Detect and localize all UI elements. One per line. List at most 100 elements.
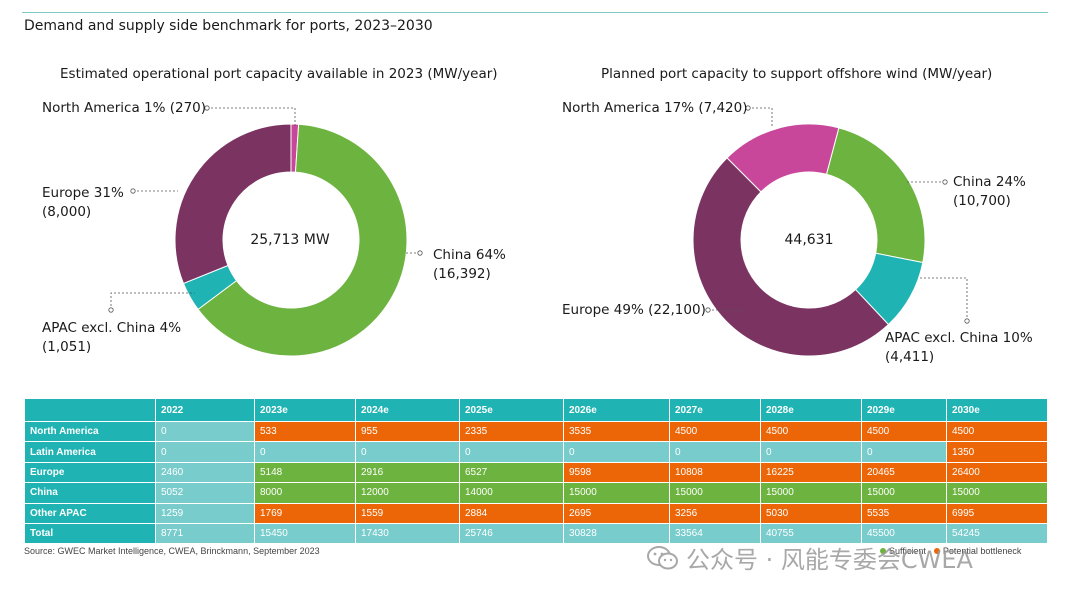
right-label-europe-text: Europe 49% (22,100) — [562, 302, 706, 318]
right-label-north-america-text: North America 17% (7,420) — [562, 100, 748, 116]
table-cell-north-america-2028e: 4500 — [760, 420, 862, 443]
left-label-china: China 64% (16,392) — [433, 246, 506, 284]
right-label-china-pct: China 24% — [953, 174, 1026, 190]
table-row-latin-america: Latin America 0 0 0 0 0 0 0 0 1350 — [24, 441, 1048, 463]
left-donut-slice-china — [197, 123, 408, 357]
right-leader-apac-marker — [964, 318, 970, 324]
table-cell-total-2029e: 45500 — [861, 522, 947, 545]
table-cell-china-2027e: 15000 — [669, 482, 761, 504]
table-header-row: 2022 2023e 2024e 2025e 2026e 2027e 2028e 2029e 2… — [24, 398, 1048, 422]
left-label-north-america-text: North America 1% (270) — [42, 100, 207, 116]
table-cell-china-2029e: 15000 — [861, 482, 947, 504]
right-label-china-value: (10,700) — [953, 193, 1011, 209]
table-cell-china-2030e: 15000 — [946, 482, 1048, 504]
left-label-china-pct: China 64% — [433, 247, 506, 263]
table-cell-latin-america-2025e: 0 — [459, 441, 564, 463]
table-cell-other-apac-2023e: 1769 — [254, 502, 356, 524]
row-label-latin-america: Latin America — [24, 441, 156, 463]
table-cell-europe-2027e: 10808 — [669, 461, 761, 484]
table-cell-north-america-2030e: 4500 — [946, 420, 1048, 443]
table-cell-north-america-2023e: 533 — [254, 420, 356, 443]
table-cell-total-2023e: 15450 — [254, 522, 356, 545]
table-cell-other-apac-2022: 1259 — [155, 502, 255, 524]
table-header-2025e: 2025e — [459, 398, 564, 422]
table-cell-total-2026e: 30828 — [563, 522, 670, 545]
table-cell-china-2024e: 12000 — [355, 482, 460, 504]
right-label-north-america: North America 17% (7,420) — [562, 99, 748, 118]
table-cell-north-america-2027e: 4500 — [669, 420, 761, 443]
status-legend: Sufficient Potential bottleneck — [880, 546, 1021, 556]
table-header-2027e: 2027e — [669, 398, 761, 422]
table-cell-other-apac-2026e: 2695 — [563, 502, 670, 524]
table-header-2022: 2022 — [155, 398, 255, 422]
table-cell-total-2030e: 54245 — [946, 522, 1048, 545]
right-donut-center-label: 44,631 — [784, 232, 834, 248]
left-donut-center-label: 25,713 MW — [250, 232, 330, 248]
table-cell-total-2028e: 40755 — [760, 522, 862, 545]
table-cell-europe-2022: 2460 — [155, 461, 255, 484]
left-leader-china-marker — [417, 250, 423, 256]
table-cell-total-2027e: 33564 — [669, 522, 761, 545]
left-label-china-value: (16,392) — [433, 266, 491, 282]
table-row-china: China 5052 8000 12000 14000 15000 15000 15000 15… — [24, 482, 1048, 504]
table-cell-latin-america-2024e: 0 — [355, 441, 460, 463]
left-label-apac-pct: APAC excl. China 4% — [42, 320, 182, 336]
table-cell-north-america-2026e: 3535 — [563, 420, 670, 443]
table-body: North America 0 533 955 2335 3535 4500 4500 4500… — [24, 420, 1048, 545]
page-title: Demand and supply side benchmark for por… — [24, 18, 433, 34]
right-leader-europe-marker — [705, 307, 711, 313]
left-leader-apac — [110, 292, 195, 310]
table-cell-other-apac-2025e: 2884 — [459, 502, 564, 524]
table-cell-north-america-2025e: 2335 — [459, 420, 564, 443]
table-header-2023e: 2023e — [254, 398, 356, 422]
right-label-apac: APAC excl. China 10% (4,411) — [885, 329, 1033, 367]
legend-swatch-bottleneck — [933, 548, 940, 554]
legend-label-sufficient: Sufficient — [889, 546, 926, 556]
left-label-north-america: North America 1% (270) — [42, 99, 206, 118]
right-leader-north-america — [748, 107, 773, 126]
right-label-apac-pct: APAC excl. China 10% — [885, 330, 1033, 346]
table-cell-latin-america-2029e: 0 — [861, 441, 947, 463]
table-row-other-apac: Other APAC 1259 1769 1559 2884 2695 3256 5030 55… — [24, 502, 1048, 524]
right-donut-slice-china — [825, 127, 926, 264]
table-header-corner — [24, 398, 156, 422]
row-label-china: China — [24, 482, 156, 504]
table-cell-china-2028e: 15000 — [760, 482, 862, 504]
table-row-europe: Europe 2460 5148 2916 6527 9598 10808 16225 2046… — [24, 461, 1048, 484]
table-cell-china-2026e: 15000 — [563, 482, 670, 504]
watermark-text: 公众号 · 风能专委会CWEA — [686, 546, 973, 574]
left-label-europe-value: (8,000) — [42, 204, 92, 220]
table-cell-other-apac-2028e: 5030 — [760, 502, 862, 524]
legend-swatch-sufficient — [880, 548, 886, 554]
table-header-2028e: 2028e — [760, 398, 862, 422]
row-label-other-apac: Other APAC — [24, 502, 156, 524]
table-cell-north-america-2029e: 4500 — [861, 420, 947, 443]
table-cell-total-2025e: 25746 — [459, 522, 564, 545]
table-cell-total-2022: 8771 — [155, 522, 255, 545]
table-cell-europe-2023e: 5148 — [254, 461, 356, 484]
left-label-apac: APAC excl. China 4% (1,051) — [42, 319, 181, 357]
table-cell-china-2025e: 14000 — [459, 482, 564, 504]
table-cell-europe-2029e: 20465 — [861, 461, 947, 484]
right-leader-china-marker — [942, 179, 948, 185]
left-leader-europe-marker — [130, 188, 136, 194]
right-label-apac-value: (4,411) — [885, 349, 935, 365]
left-label-europe: Europe 31% (8,000) — [42, 184, 124, 222]
table-row-north-america: North America 0 533 955 2335 3535 4500 4500 4500… — [24, 420, 1048, 443]
table-cell-latin-america-2023e: 0 — [254, 441, 356, 463]
left-leader-north-america-marker — [204, 105, 210, 111]
source-note: Source: GWEC Market Intelligence, CWEA, … — [24, 546, 320, 556]
legend-item-sufficient: Sufficient — [880, 546, 926, 556]
table-cell-north-america-2022: 0 — [155, 420, 255, 443]
left-leader-apac-marker — [108, 307, 114, 313]
table-header-2029e: 2029e — [861, 398, 947, 422]
table-cell-latin-america-2027e: 0 — [669, 441, 761, 463]
right-leader-north-america-marker — [745, 105, 751, 111]
table-cell-europe-2024e: 2916 — [355, 461, 460, 484]
table-cell-china-2022: 5052 — [155, 482, 255, 504]
legend-item-bottleneck: Potential bottleneck — [933, 546, 1021, 556]
right-chart-title: Planned port capacity to support offshor… — [601, 66, 993, 82]
top-rule — [22, 12, 1048, 13]
table-cell-china-2023e: 8000 — [254, 482, 356, 504]
